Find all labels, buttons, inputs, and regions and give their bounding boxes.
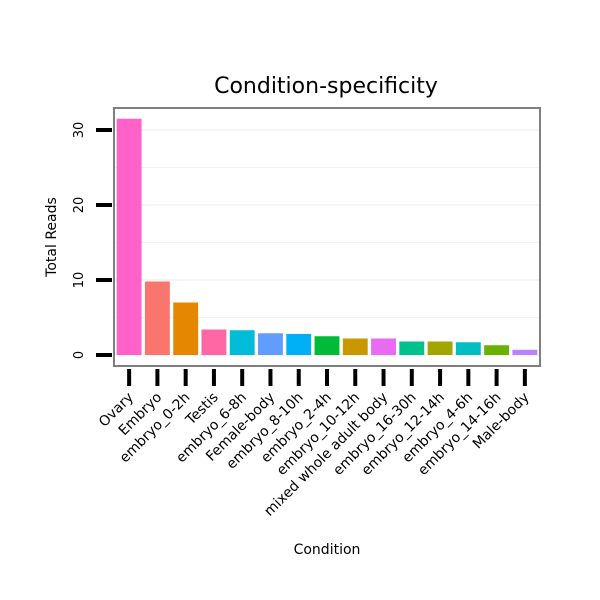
bar: [342, 338, 368, 355]
bar: [371, 338, 396, 355]
y-tick-label: 0: [72, 351, 87, 359]
y-axis: 0 10 20 30: [72, 122, 112, 359]
bar: [229, 330, 255, 355]
bar: [286, 334, 312, 355]
bar: [314, 336, 340, 355]
bar: [484, 345, 510, 355]
plot-frame: [113, 107, 541, 367]
bar: [173, 302, 199, 355]
y-axis-label: Total Reads: [44, 197, 60, 278]
bar: [258, 333, 283, 355]
bar: [144, 281, 170, 355]
x-axis: OvaryEmbryoembryo_0-2hTestisembryo_6-8hF…: [96, 369, 533, 520]
bar: [201, 329, 227, 355]
bar: [116, 118, 142, 355]
y-tick-label: 20: [72, 197, 87, 214]
chart-title: Condition-specificity: [214, 74, 438, 99]
bar: [427, 341, 453, 355]
bar: [455, 342, 481, 355]
bar: [399, 341, 425, 355]
y-tick-label: 30: [72, 122, 87, 139]
bars: [116, 118, 538, 355]
y-tick-label: 10: [72, 272, 87, 289]
bar: [512, 349, 538, 355]
x-axis-label: Condition: [294, 542, 361, 558]
